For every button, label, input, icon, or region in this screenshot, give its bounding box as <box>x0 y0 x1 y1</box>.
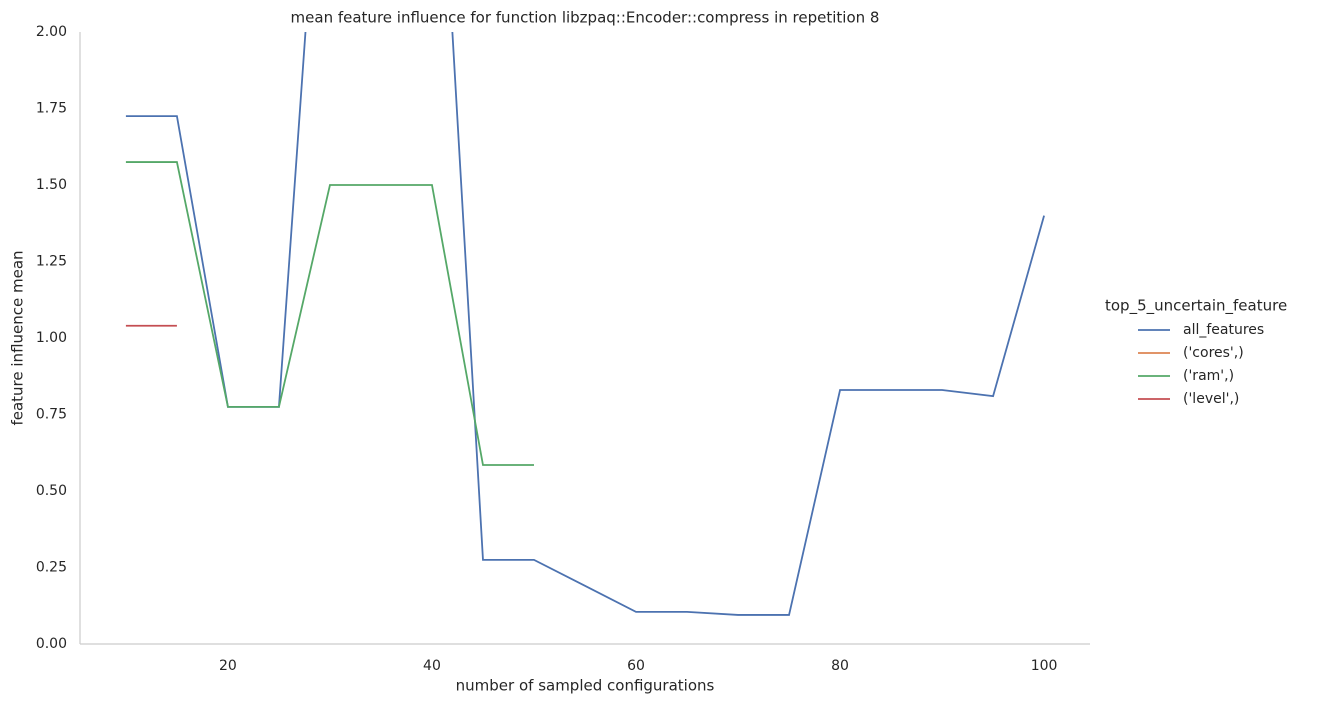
legend-title: top_5_uncertain_feature <box>1105 297 1287 316</box>
legend-label: ('ram',) <box>1183 368 1234 384</box>
x-tick-label: 60 <box>627 658 645 674</box>
y-tick-label: 0.00 <box>36 636 67 652</box>
y-tick-label: 0.25 <box>36 560 67 576</box>
x-tick-label: 80 <box>831 658 849 674</box>
plot-area <box>125 32 1045 616</box>
y-axis-label: feature influence mean <box>9 250 27 425</box>
y-tick-label: 0.75 <box>36 407 67 423</box>
legend-label: all_features <box>1183 322 1264 338</box>
legend-label: ('level',) <box>1183 391 1239 407</box>
x-tick-label: 40 <box>423 658 441 674</box>
y-tick-label: 1.75 <box>36 101 67 117</box>
x-axis-label: number of sampled configurations <box>456 677 715 695</box>
y-tick-label: 1.00 <box>36 330 67 346</box>
x-tick-label: 20 <box>219 658 237 674</box>
legend-label: ('cores',) <box>1183 345 1244 361</box>
series-line <box>125 161 534 466</box>
y-tick-label: 0.50 <box>36 483 67 499</box>
y-tick-label: 1.50 <box>36 177 67 193</box>
y-tick-label: 1.25 <box>36 254 67 270</box>
series-line <box>125 32 1045 616</box>
chart-title: mean feature influence for function libz… <box>291 9 880 27</box>
x-tick-label: 100 <box>1031 658 1058 674</box>
y-tick-label: 2.00 <box>36 24 67 40</box>
